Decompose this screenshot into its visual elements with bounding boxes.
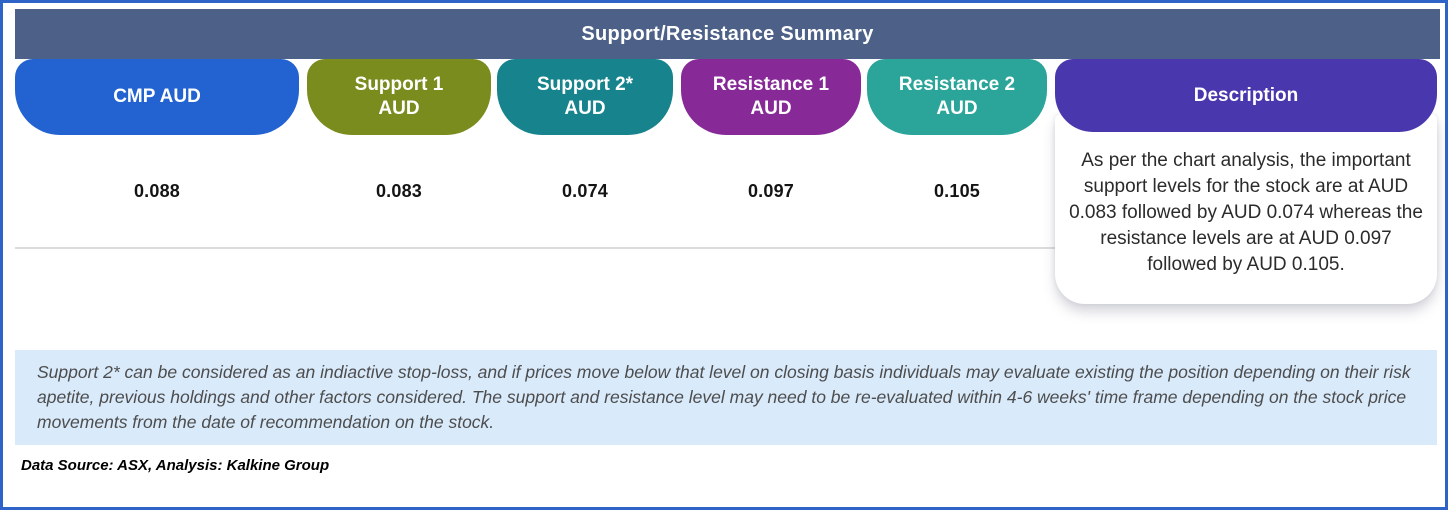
column-header-label: Support 2* xyxy=(536,74,634,95)
column-header-label: AUD xyxy=(564,98,606,119)
resistance2-value: 0.105 xyxy=(933,180,981,201)
column-header-label: Resistance 1 xyxy=(712,74,830,95)
footnote-box: Support 2* can be considered as an india… xyxy=(15,350,1437,445)
table-title: Support/Resistance Summary xyxy=(581,22,874,45)
column-header-label: Resistance 2 xyxy=(898,74,1016,95)
column-header-resistance2: Resistance 2 AUD xyxy=(867,59,1047,135)
resistance1-value: 0.097 xyxy=(747,180,795,201)
column-header-label: Support 1 xyxy=(354,74,444,95)
column-header-label: AUD xyxy=(750,98,792,119)
column-header-row: CMP AUD Support 1 AUD Support 2* AUD Res… xyxy=(15,59,1047,135)
column-header-cmp: CMP AUD xyxy=(15,59,299,135)
description-column: Description As per the chart analysis, t… xyxy=(1055,59,1437,304)
column-header-label: AUD xyxy=(378,98,420,119)
column-header-label: Description xyxy=(1193,84,1299,106)
column-header-support1: Support 1 AUD xyxy=(307,59,491,135)
table-body: CMP AUD Support 1 AUD Support 2* AUD Res… xyxy=(15,59,1437,304)
column-header-label: CMP AUD xyxy=(113,86,201,107)
description-text: As per the chart analysis, the important… xyxy=(1069,150,1423,275)
cmp-value: 0.088 xyxy=(133,180,181,201)
value-row: 0.088 0.083 0.074 0.097 0.105 xyxy=(15,135,1047,247)
support2-value: 0.074 xyxy=(561,180,609,201)
column-header-support2: Support 2* AUD xyxy=(497,59,673,135)
column-header-resistance1: Resistance 1 AUD xyxy=(681,59,861,135)
description-card: As per the chart analysis, the important… xyxy=(1055,114,1437,304)
column-header-description: Description xyxy=(1055,59,1437,132)
table-title-bar: Support/Resistance Summary xyxy=(15,9,1440,59)
data-source: Data Source: ASX, Analysis: Kalkine Grou… xyxy=(21,457,330,474)
row-divider xyxy=(15,247,1055,249)
support1-value: 0.083 xyxy=(375,180,423,201)
footnote-text: Support 2* can be considered as an india… xyxy=(37,362,1411,432)
value-columns: CMP AUD Support 1 AUD Support 2* AUD Res… xyxy=(15,59,1055,304)
column-header-label: AUD xyxy=(936,98,978,119)
